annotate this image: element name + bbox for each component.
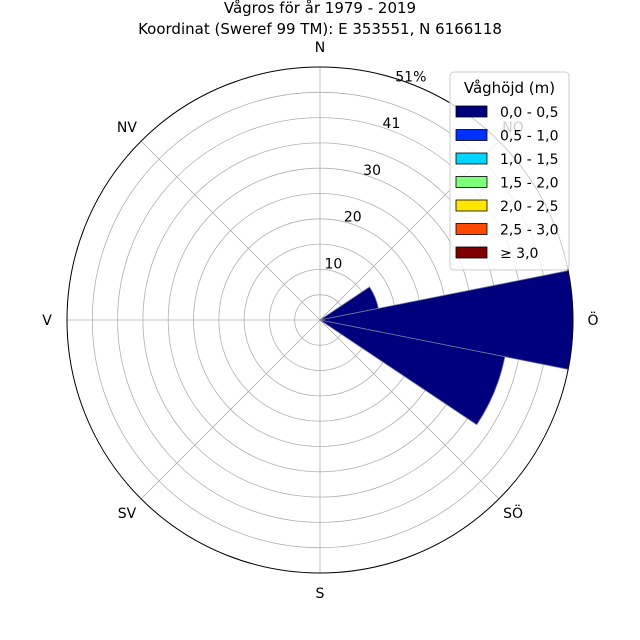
direction-label: S <box>316 586 325 602</box>
legend-label: 2,5 - 3,0 <box>500 223 558 239</box>
legend-swatch <box>455 223 488 235</box>
legend-swatch <box>455 176 488 188</box>
radial-tick-label: 10 <box>324 256 342 272</box>
direction-label: N <box>315 40 325 56</box>
chart-title: Vågros för år 1979 - 2019 <box>224 0 416 17</box>
legend-label: 2,0 - 2,5 <box>500 199 558 215</box>
legend-label: ≥ 3,0 <box>500 246 538 262</box>
direction-label: V <box>42 313 52 329</box>
legend-swatch <box>455 105 488 118</box>
legend-box <box>449 71 570 271</box>
legend-swatch <box>455 199 488 212</box>
chart-subtitle: Koordinat (Sweref 99 TM): E 353551, N 61… <box>138 20 502 38</box>
grid-spoke <box>140 140 321 321</box>
legend-title: Våghöjd (m) <box>464 79 555 97</box>
legend: Våghöjd (m) 0,0 - 0,5 0,5 - 1,0 1,0 - 1,5 1,… <box>449 71 570 271</box>
direction-label: SV <box>118 506 137 522</box>
legend-label: 1,0 - 1,5 <box>500 152 558 168</box>
legend-label: 0,5 - 1,0 <box>500 129 558 145</box>
radial-tick-label: 20 <box>344 210 362 226</box>
legend-swatch <box>455 152 488 165</box>
radial-tick-label: 41 <box>383 116 401 132</box>
radial-tick-label: 30 <box>363 163 381 179</box>
legend-label: 0,0 - 0,5 <box>500 105 558 121</box>
outer-circle <box>66 66 574 574</box>
radial-tick-label: 51% <box>395 69 426 85</box>
direction-label: SÖ <box>503 504 523 522</box>
legend-label: 1,5 - 2,0 <box>500 176 558 192</box>
direction-label: NV <box>117 120 137 136</box>
legend-swatch <box>455 246 488 259</box>
direction-label: Ö <box>587 311 598 329</box>
legend-swatch <box>455 129 488 141</box>
grid-spoke <box>140 319 321 500</box>
windrose-bar <box>319 319 506 426</box>
grid-spoke <box>319 319 500 500</box>
